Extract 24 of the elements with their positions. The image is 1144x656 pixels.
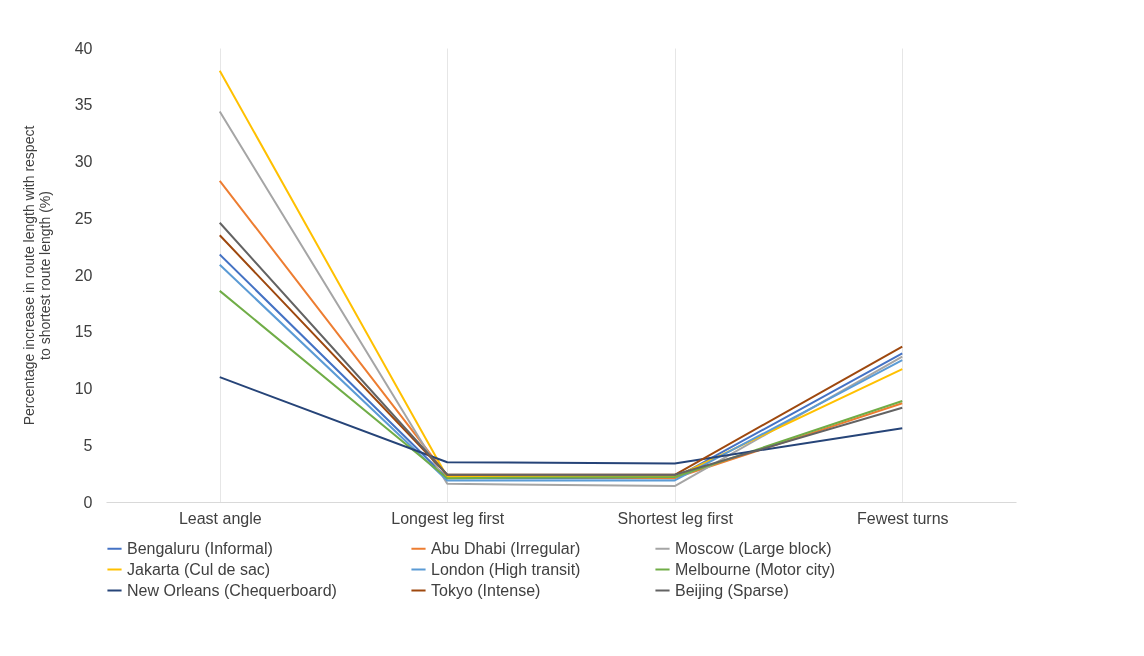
legend-label: Moscow (Large block) [675,539,832,557]
y-tick-label: 15 [74,323,93,341]
y-tick-label: 30 [74,153,93,170]
legend-label: Beijing (Sparse) [675,581,789,599]
y-tick-label: 10 [74,380,93,397]
x-tick-label: Longest leg first [391,509,505,527]
y-axis-title: Percentage increase in route length with respect to shortest route length (%) [20,125,53,426]
legend-label: Abu Dhabi (Irregular) [431,539,581,557]
y-tick-label: 25 [74,209,93,227]
legend-label: New Orleans (Chequerboard) [127,581,337,599]
legend-label: Bengaluru (Informal) [127,539,273,557]
y-tick-label: 5 [83,436,93,454]
legend-label: Jakarta (Cul de sac) [127,560,271,578]
legend-label: Tokyo (Intense) [431,581,541,599]
y-tick-label: 35 [74,96,93,114]
legend-label: Melbourne (Motor city) [675,560,836,578]
x-tick-label: Fewest turns [856,509,949,527]
x-tick-label: Least angle [178,509,262,527]
line-series [218,376,904,465]
y-tick-label: 40 [74,39,93,57]
y-tick-label: 0 [83,493,93,511]
legend-label: London (High transit) [431,560,581,578]
x-tick-label: Shortest leg first [617,509,734,527]
y-tick-label: 20 [74,266,93,284]
